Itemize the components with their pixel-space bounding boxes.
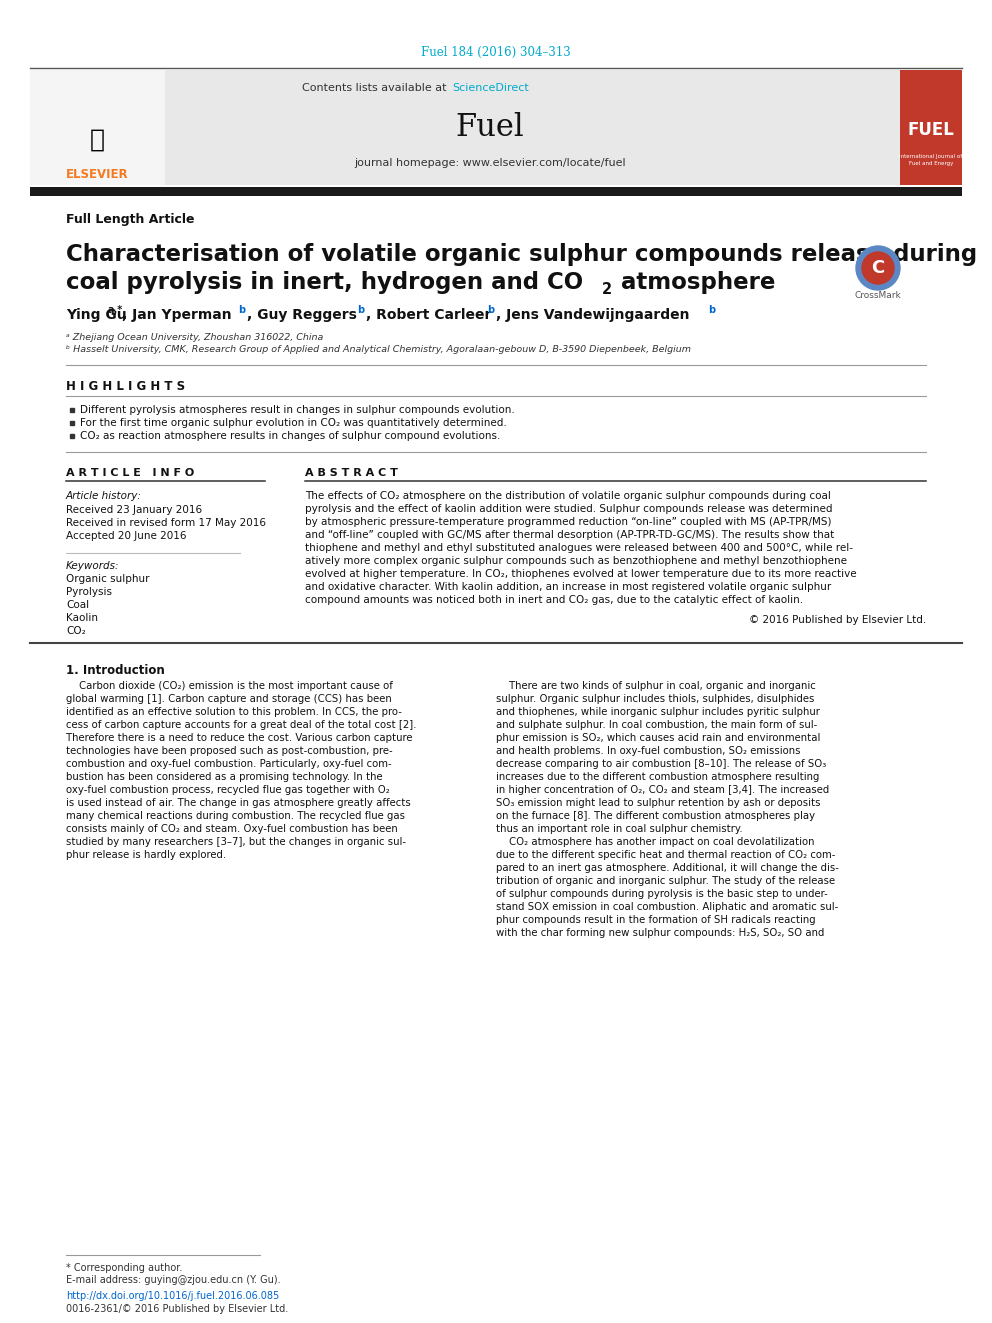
Text: coal pyrolysis in inert, hydrogen and CO: coal pyrolysis in inert, hydrogen and CO (66, 270, 583, 294)
Text: consists mainly of CO₂ and steam. Oxy-fuel combustion has been: consists mainly of CO₂ and steam. Oxy-fu… (66, 824, 398, 833)
Text: Contents lists available at: Contents lists available at (302, 83, 450, 93)
Bar (30, 187, 962, 196)
Text: a,*: a,* (108, 306, 123, 315)
Text: stand SOΧ emission in coal combustion. Aliphatic and aromatic sul-: stand SOΧ emission in coal combustion. A… (496, 902, 838, 912)
Text: by atmospheric pressure-temperature programmed reduction “on-line” coupled with : by atmospheric pressure-temperature prog… (305, 517, 831, 527)
Text: * Corresponding author.: * Corresponding author. (66, 1263, 183, 1273)
Text: with the char forming new sulphur compounds: H₂S, SO₂, SO and: with the char forming new sulphur compou… (496, 927, 824, 938)
Text: phur release is hardly explored.: phur release is hardly explored. (66, 849, 226, 860)
Text: , Jan Yperman: , Jan Yperman (122, 308, 231, 321)
Text: atmosphere: atmosphere (613, 270, 776, 294)
Text: CO₂ atmosphere has another impact on coal devolatilization: CO₂ atmosphere has another impact on coa… (496, 837, 814, 847)
Bar (900, 70, 962, 185)
Text: Fuel: Fuel (455, 112, 525, 143)
Text: bustion has been considered as a promising technology. In the: bustion has been considered as a promisi… (66, 773, 383, 782)
Text: compound amounts was noticed both in inert and CO₂ gas, due to the catalytic eff: compound amounts was noticed both in ine… (305, 595, 804, 605)
Text: © 2016 Published by Elsevier Ltd.: © 2016 Published by Elsevier Ltd. (749, 615, 926, 624)
Text: identified as an effective solution to this problem. In CCS, the pro-: identified as an effective solution to t… (66, 706, 402, 717)
Text: H I G H L I G H T S: H I G H L I G H T S (66, 381, 186, 393)
Text: Characterisation of volatile organic sulphur compounds release during: Characterisation of volatile organic sul… (66, 243, 977, 266)
Text: and thiophenes, while inorganic sulphur includes pyritic sulphur: and thiophenes, while inorganic sulphur … (496, 706, 819, 717)
Text: ScienceDirect: ScienceDirect (452, 83, 529, 93)
Circle shape (856, 246, 900, 290)
Text: many chemical reactions during combustion. The recycled flue gas: many chemical reactions during combustio… (66, 811, 405, 822)
Text: and oxidative character. With kaolin addition, an increase in most registered vo: and oxidative character. With kaolin add… (305, 582, 831, 591)
Bar (30, 70, 165, 185)
Text: For the first time organic sulphur evolution in CO₂ was quantitatively determine: For the first time organic sulphur evolu… (80, 418, 507, 429)
Text: Carbon dioxide (CO₂) emission is the most important cause of: Carbon dioxide (CO₂) emission is the mos… (66, 681, 393, 691)
Text: Accepted 20 June 2016: Accepted 20 June 2016 (66, 531, 186, 541)
Text: E-mail address: guying@zjou.edu.cn (Y. Gu).: E-mail address: guying@zjou.edu.cn (Y. G… (66, 1275, 281, 1285)
Text: pared to an inert gas atmosphere. Additional, it will change the dis-: pared to an inert gas atmosphere. Additi… (496, 863, 839, 873)
Text: ᵇ Hasselt University, CMK, Research Group of Applied and Analytical Chemistry, A: ᵇ Hasselt University, CMK, Research Grou… (66, 345, 691, 355)
Text: b: b (357, 306, 364, 315)
Bar (30, 70, 900, 185)
Text: Received in revised form 17 May 2016: Received in revised form 17 May 2016 (66, 519, 266, 528)
Text: Therefore there is a need to reduce the cost. Various carbon capture: Therefore there is a need to reduce the … (66, 733, 413, 744)
Text: C: C (871, 259, 885, 277)
Text: http://dx.doi.org/10.1016/j.fuel.2016.06.085: http://dx.doi.org/10.1016/j.fuel.2016.06… (66, 1291, 280, 1301)
Text: pyrolysis and the effect of kaolin addition were studied. Sulphur compounds rele: pyrolysis and the effect of kaolin addit… (305, 504, 832, 515)
Text: and sulphate sulphur. In coal combustion, the main form of sul-: and sulphate sulphur. In coal combustion… (496, 720, 817, 730)
Text: studied by many researchers [3–7], but the changes in organic sul-: studied by many researchers [3–7], but t… (66, 837, 406, 847)
Text: Coal: Coal (66, 601, 89, 610)
Text: A B S T R A C T: A B S T R A C T (305, 468, 398, 478)
Text: due to the different specific heat and thermal reaction of CO₂ com-: due to the different specific heat and t… (496, 849, 835, 860)
Text: Received 23 January 2016: Received 23 January 2016 (66, 505, 202, 515)
Text: combustion and oxy-fuel combustion. Particularly, oxy-fuel com-: combustion and oxy-fuel combustion. Part… (66, 759, 392, 769)
Text: sulphur. Organic sulphur includes thiols, sulphides, disulphides: sulphur. Organic sulphur includes thiols… (496, 695, 814, 704)
Text: oxy-fuel combustion process, recycled flue gas together with O₂: oxy-fuel combustion process, recycled fl… (66, 785, 390, 795)
Text: 🌿: 🌿 (89, 128, 104, 152)
Text: b: b (238, 306, 245, 315)
Text: technologies have been proposed such as post-combustion, pre-: technologies have been proposed such as … (66, 746, 393, 755)
Text: Ying Gu: Ying Gu (66, 308, 127, 321)
Text: phur compounds result in the formation of SH radicals reacting: phur compounds result in the formation o… (496, 916, 815, 925)
Text: and health problems. In oxy-fuel combustion, SO₂ emissions: and health problems. In oxy-fuel combust… (496, 746, 801, 755)
Text: SO₃ emission might lead to sulphur retention by ash or deposits: SO₃ emission might lead to sulphur reten… (496, 798, 820, 808)
Text: b: b (487, 306, 494, 315)
Text: CO₂ as reaction atmosphere results in changes of sulphur compound evolutions.: CO₂ as reaction atmosphere results in ch… (80, 431, 500, 441)
Text: atively more complex organic sulphur compounds such as benzothiophene and methyl: atively more complex organic sulphur com… (305, 556, 847, 566)
Text: in higher concentration of O₂, CO₂ and steam [3,4]. The increased: in higher concentration of O₂, CO₂ and s… (496, 785, 829, 795)
Text: Pyrolysis: Pyrolysis (66, 587, 112, 597)
Text: CrossMark: CrossMark (855, 291, 902, 300)
Text: ELSEVIER: ELSEVIER (65, 168, 128, 180)
Text: on the furnace [8]. The different combustion atmospheres play: on the furnace [8]. The different combus… (496, 811, 815, 822)
Text: of sulphur compounds during pyrolysis is the basic step to under-: of sulphur compounds during pyrolysis is… (496, 889, 827, 900)
Text: evolved at higher temperature. In CO₂, thiophenes evolved at lower temperature d: evolved at higher temperature. In CO₂, t… (305, 569, 857, 579)
Text: tribution of organic and inorganic sulphur. The study of the release: tribution of organic and inorganic sulph… (496, 876, 835, 886)
Text: Different pyrolysis atmospheres result in changes in sulphur compounds evolution: Different pyrolysis atmospheres result i… (80, 405, 515, 415)
Text: 1. Introduction: 1. Introduction (66, 664, 165, 676)
Text: journal homepage: www.elsevier.com/locate/fuel: journal homepage: www.elsevier.com/locat… (354, 157, 626, 168)
Text: CO₂: CO₂ (66, 626, 85, 636)
Text: thiophene and methyl and ethyl substituted analogues were released between 400 a: thiophene and methyl and ethyl substitut… (305, 542, 853, 553)
Text: phur emission is SO₂, which causes acid rain and environmental: phur emission is SO₂, which causes acid … (496, 733, 820, 744)
Text: is used instead of air. The change in gas atmosphere greatly affects: is used instead of air. The change in ga… (66, 798, 411, 808)
Text: A R T I C L E   I N F O: A R T I C L E I N F O (66, 468, 194, 478)
Text: , Jens Vandewijngaarden: , Jens Vandewijngaarden (496, 308, 689, 321)
Text: Kaolin: Kaolin (66, 613, 98, 623)
Text: Organic sulphur: Organic sulphur (66, 574, 150, 583)
Text: increases due to the different combustion atmosphere resulting: increases due to the different combustio… (496, 773, 819, 782)
Text: and “off-line” coupled with GC/MS after thermal desorption (AP-TPR-TD-GC/MS). Th: and “off-line” coupled with GC/MS after … (305, 531, 834, 540)
Text: Full Length Article: Full Length Article (66, 213, 194, 226)
Text: global warming [1]. Carbon capture and storage (CCS) has been: global warming [1]. Carbon capture and s… (66, 695, 392, 704)
Text: FUEL: FUEL (908, 120, 954, 139)
Text: 2: 2 (602, 282, 612, 296)
Text: International Journal of
Fuel and Energy: International Journal of Fuel and Energy (900, 155, 962, 165)
Text: Article history:: Article history: (66, 491, 142, 501)
Text: 0016-2361/© 2016 Published by Elsevier Ltd.: 0016-2361/© 2016 Published by Elsevier L… (66, 1304, 289, 1314)
Text: The effects of CO₂ atmosphere on the distribution of volatile organic sulphur co: The effects of CO₂ atmosphere on the dis… (305, 491, 831, 501)
Text: thus an important role in coal sulphur chemistry.: thus an important role in coal sulphur c… (496, 824, 743, 833)
Text: There are two kinds of sulphur in coal, organic and inorganic: There are two kinds of sulphur in coal, … (496, 681, 815, 691)
Text: ᵃ Zhejiang Ocean University, Zhoushan 316022, China: ᵃ Zhejiang Ocean University, Zhoushan 31… (66, 332, 323, 341)
Text: Keywords:: Keywords: (66, 561, 119, 572)
Text: , Robert Carleer: , Robert Carleer (366, 308, 491, 321)
Circle shape (862, 251, 894, 284)
Text: b: b (708, 306, 715, 315)
Text: cess of carbon capture accounts for a great deal of the total cost [2].: cess of carbon capture accounts for a gr… (66, 720, 417, 730)
Text: , Guy Reggers: , Guy Reggers (247, 308, 357, 321)
Text: Fuel 184 (2016) 304–313: Fuel 184 (2016) 304–313 (422, 45, 570, 58)
Text: decrease comparing to air combustion [8–10]. The release of SO₃: decrease comparing to air combustion [8–… (496, 759, 826, 769)
